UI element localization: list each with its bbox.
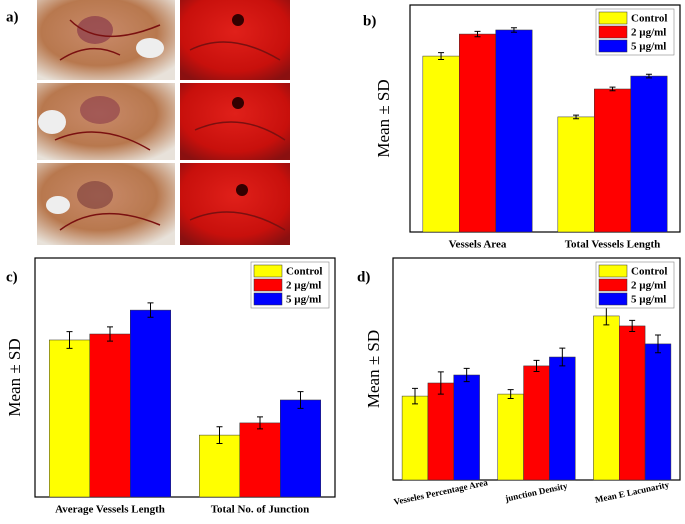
- photos: [37, 0, 290, 245]
- legend-label: 2 µg/ml: [631, 280, 666, 292]
- plot-frame: [409, 4, 681, 233]
- bar: [239, 422, 281, 498]
- y-axis-label: Mean ± SD: [364, 330, 383, 408]
- bar: [401, 395, 429, 481]
- x-tick-label: Total Vessels Length: [565, 239, 661, 251]
- error-bar: [507, 389, 514, 400]
- bar: [557, 116, 595, 233]
- error-bar: [629, 319, 636, 332]
- error-bar: [257, 416, 263, 430]
- legend-label: 2 µg/ml: [286, 280, 321, 292]
- error-bar: [66, 331, 73, 349]
- legend-swatch: [598, 39, 628, 53]
- bar: [427, 382, 454, 481]
- bar: [630, 75, 668, 233]
- x-tick-label: Total No. of Junction: [211, 504, 310, 516]
- x-tick-label: junction Density: [503, 481, 568, 504]
- bar: [619, 325, 646, 481]
- error-bar: [147, 302, 154, 318]
- bar: [130, 309, 171, 498]
- error-bar: [297, 391, 304, 409]
- bar: [453, 374, 480, 481]
- error-bar: [533, 359, 540, 372]
- error-bar: [216, 426, 223, 444]
- legend-swatch: [598, 264, 628, 278]
- legend-swatch: [253, 278, 283, 292]
- panel-label: d): [357, 269, 370, 285]
- legend-label: 5 µg/ml: [286, 294, 321, 306]
- bar: [89, 333, 131, 498]
- legend-label: Control: [631, 266, 667, 278]
- legend-swatch: [598, 292, 628, 306]
- bar: [495, 29, 533, 233]
- error-bar: [437, 371, 444, 395]
- bar: [593, 315, 620, 481]
- legend-label: Control: [631, 13, 667, 25]
- x-tick-label: Vesseles Percentage Area: [393, 477, 489, 507]
- bar: [497, 393, 524, 481]
- bar: [594, 88, 631, 233]
- error-bar: [559, 347, 566, 367]
- error-bar: [609, 86, 616, 92]
- error-bar: [463, 367, 470, 383]
- legend-swatch: [598, 25, 628, 39]
- legend-label: Control: [286, 266, 322, 278]
- error-bar: [645, 73, 652, 79]
- error-bar: [654, 334, 661, 354]
- x-tick-label: Vessels Area: [449, 239, 507, 251]
- bar: [280, 399, 321, 498]
- bar: [422, 55, 460, 233]
- error-bar: [474, 30, 481, 38]
- legend-label: 2 µg/ml: [631, 27, 666, 39]
- error-bar: [412, 387, 419, 405]
- bar: [644, 343, 672, 481]
- panel-label: a): [6, 9, 19, 25]
- plot-frame: [34, 257, 336, 498]
- panel-label: b): [363, 13, 376, 29]
- y-axis-label: Mean ± SD: [374, 79, 393, 157]
- bar: [523, 365, 550, 481]
- legend-label: 5 µg/ml: [631, 294, 666, 306]
- legend-label: 5 µg/ml: [631, 41, 666, 53]
- error-bar: [438, 52, 445, 60]
- error-bar: [510, 27, 517, 33]
- bar: [549, 356, 576, 481]
- x-tick-label: Average Vessels Length: [55, 504, 165, 516]
- error-bar: [107, 326, 113, 342]
- legend-swatch: [253, 264, 283, 278]
- bar: [459, 33, 496, 233]
- legend-swatch: [253, 292, 283, 306]
- bar: [49, 339, 90, 498]
- y-axis-label: Mean ± SD: [5, 338, 24, 416]
- legend-swatch: [598, 11, 628, 25]
- panel-label: c): [6, 269, 18, 285]
- error-bar: [573, 114, 580, 120]
- bar: [199, 434, 240, 498]
- legend-swatch: [598, 278, 628, 292]
- x-tick-label: Mean E Lacunarity: [594, 479, 670, 505]
